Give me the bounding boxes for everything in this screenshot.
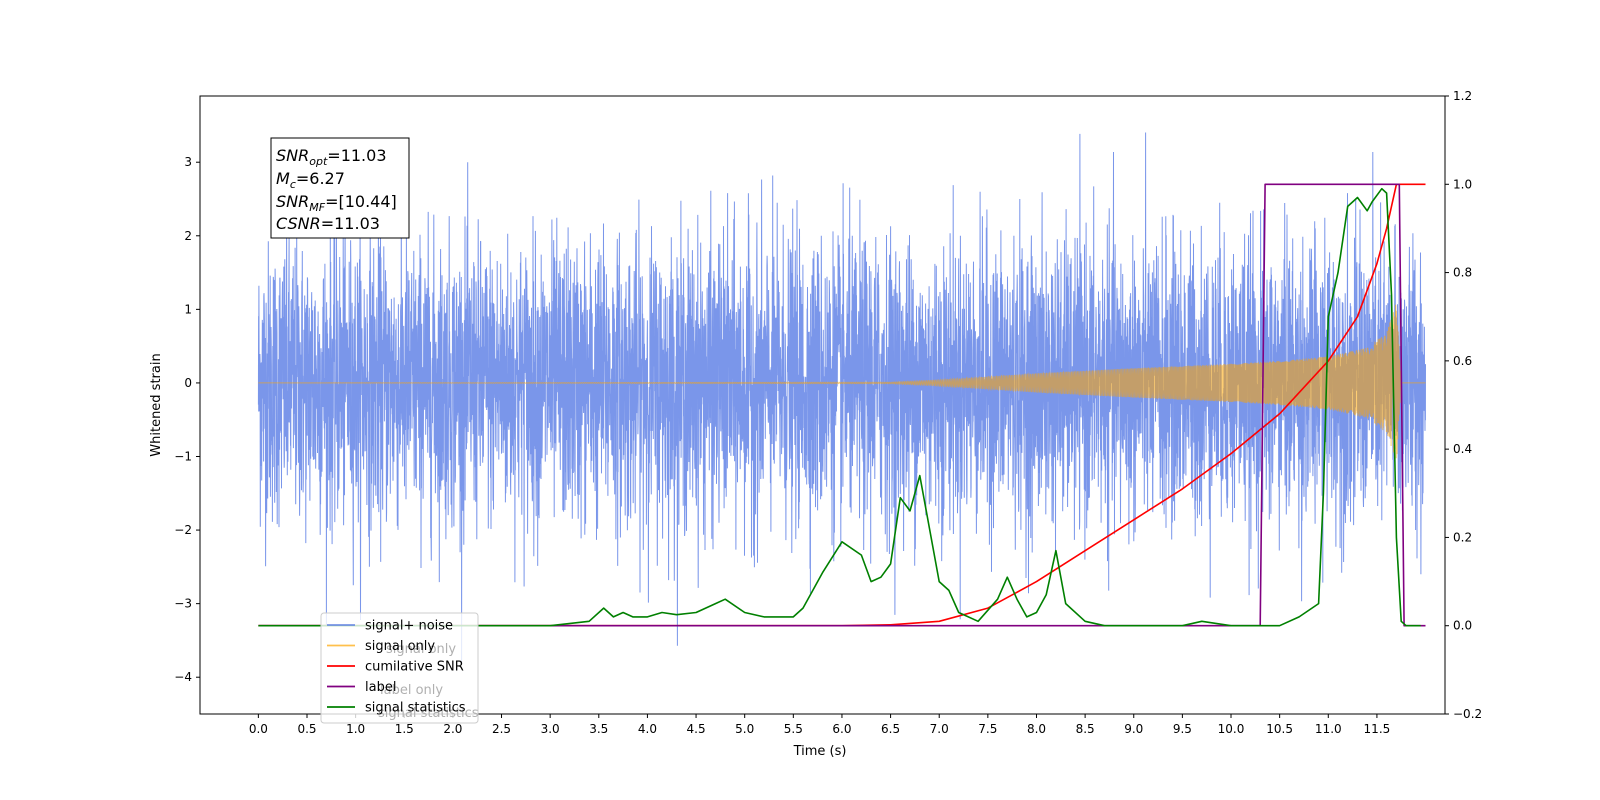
y-left-tick-label: 3 [184, 155, 192, 169]
y-right-axis-ticks: 1.2 1.0 0.8 0.6 0.4 0.2 0.0 −0.2 [1445, 89, 1482, 721]
annotation-mc: Mc=6.27 [276, 169, 345, 191]
x-tick-label: 1.5 [395, 722, 414, 736]
y-left-tick-label: 2 [184, 229, 192, 243]
y-right-tick-label: 0.0 [1453, 619, 1472, 633]
x-tick-label: 11.5 [1364, 722, 1391, 736]
plot-frame [199, 95, 1446, 715]
x-tick-label: 9.5 [1173, 722, 1192, 736]
x-tick-label: 9.0 [1124, 722, 1143, 736]
legend-label: signal only [365, 639, 435, 654]
legend-ghost-text-3: signal statistics [378, 706, 479, 721]
x-tick-label: 0.0 [249, 722, 268, 736]
y-right-tick-label: 1.0 [1453, 177, 1472, 191]
legend-label: cumilative SNR [365, 660, 464, 675]
x-tick-label: 7.0 [930, 722, 949, 736]
y-left-tick-label: −3 [174, 597, 192, 611]
legend-label: signal statistics [365, 701, 466, 716]
x-tick-label: 7.5 [978, 722, 997, 736]
x-axis-ticks: 0.0 0.5 1.0 1.5 2.0 2.5 3.0 3.5 4.0 4.5 5.0 5.5 6.0 6… [249, 714, 1390, 736]
x-tick-label: 2.5 [492, 722, 511, 736]
x-tick-label: 2.0 [443, 722, 462, 736]
x-tick-label: 11.0 [1315, 722, 1342, 736]
x-tick-label: 3.0 [541, 722, 560, 736]
annotation-box: SNRopt=11.03 Mc=6.27 SNRMF=[10.44] CSNR=… [270, 137, 410, 239]
legend-label: label [365, 680, 396, 695]
annotation-snr-opt: SNRopt=11.03 [276, 146, 387, 168]
x-axis-label: Time (s) [793, 744, 847, 759]
annotation-csnr: CSNR=11.03 [276, 214, 380, 233]
x-tick-label: 4.5 [687, 722, 706, 736]
y-right-tick-label: 1.2 [1453, 89, 1472, 103]
y-left-tick-label: −2 [174, 523, 192, 537]
y-left-axis-ticks: 3 2 1 0 −1 −2 −3 −4 [174, 155, 200, 684]
series-signal-noise [257, 132, 1426, 665]
y-left-tick-label: 1 [184, 302, 192, 316]
legend-entries: signal+ noise signal only cumilative SNR la… [327, 619, 466, 716]
legend-ghost-text-2: label only [380, 683, 443, 698]
x-tick-label: 3.5 [589, 722, 608, 736]
x-tick-label: 10.0 [1218, 722, 1245, 736]
x-tick-label: 6.0 [832, 722, 851, 736]
y-left-tick-label: 0 [184, 376, 192, 390]
y-right-tick-label: 0.2 [1453, 530, 1472, 544]
y-right-tick-label: −0.2 [1453, 707, 1482, 721]
legend-frame [320, 612, 479, 724]
x-tick-label: 8.5 [1076, 722, 1095, 736]
y-left-tick-label: −1 [174, 450, 192, 464]
x-tick-label: 5.5 [784, 722, 803, 736]
x-tick-label: 1.0 [346, 722, 365, 736]
y-left-tick-label: −4 [174, 670, 192, 684]
x-tick-label: 4.0 [638, 722, 657, 736]
legend: signal only label only signal statistics… [320, 612, 479, 724]
x-tick-label: 10.5 [1266, 722, 1293, 736]
annotation-snr-mf: SNRMF=[10.44] [276, 192, 397, 214]
series-signal-only [258, 304, 1426, 459]
x-tick-label: 0.5 [297, 722, 316, 736]
y-right-tick-label: 0.6 [1453, 354, 1472, 368]
y-right-tick-label: 0.8 [1453, 266, 1472, 280]
y-axis-label: Whitened strain [149, 353, 164, 456]
x-tick-label: 6.5 [881, 722, 900, 736]
series-signal-statistics [258, 187, 1421, 627]
x-tick-label: 5.0 [735, 722, 754, 736]
legend-label: signal+ noise [365, 619, 453, 634]
plot-series-layer [257, 132, 1426, 665]
y-right-tick-label: 0.4 [1453, 442, 1472, 456]
legend-ghost-text-1: signal only [386, 642, 456, 657]
annotation-frame [270, 137, 410, 239]
x-tick-label: 8.0 [1027, 722, 1046, 736]
